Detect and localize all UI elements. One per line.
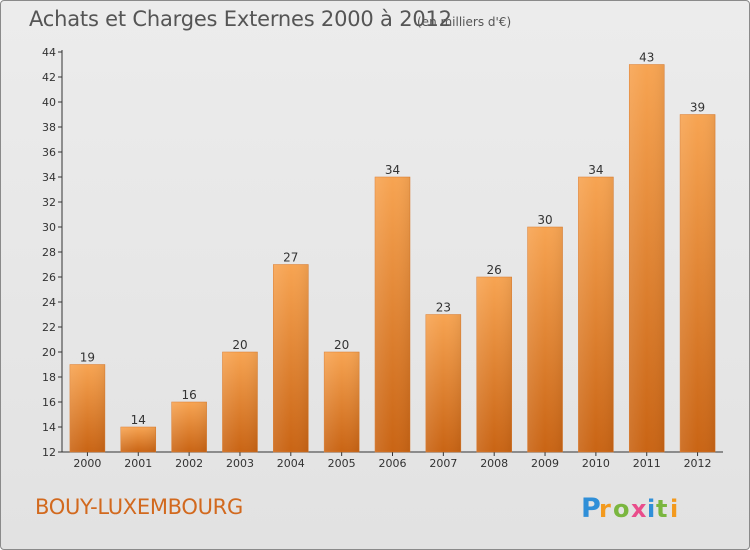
- x-tick-label-2006: 2006: [379, 457, 407, 470]
- svg-text:r: r: [599, 495, 611, 523]
- bar-shine-2007: [425, 314, 461, 452]
- svg-text:i: i: [670, 495, 678, 523]
- chart-title: Achats et Charges Externes 2000 à 2012: [29, 7, 452, 31]
- value-label-2002: 16: [181, 388, 196, 402]
- value-label-2000: 19: [80, 351, 95, 365]
- x-tick-label-2012: 2012: [684, 457, 712, 470]
- y-tick-label: 36: [42, 146, 56, 159]
- x-tick-label-2000: 2000: [73, 457, 101, 470]
- y-tick-label: 40: [42, 96, 56, 109]
- y-tick-label: 14: [42, 421, 56, 434]
- bar-shine-2009: [527, 227, 563, 452]
- commune-name: BOUY-LUXEMBOURG: [35, 495, 243, 519]
- value-label-2001: 14: [131, 413, 146, 427]
- y-tick-label: 30: [42, 221, 56, 234]
- bar-shine-2004: [273, 264, 309, 452]
- y-tick-label: 12: [42, 446, 56, 459]
- x-tick-label-2008: 2008: [480, 457, 508, 470]
- y-tick-label: 18: [42, 371, 56, 384]
- bar-shine-2003: [222, 352, 258, 452]
- y-tick-label: 20: [42, 346, 56, 359]
- chart-labels: 19 14 16 20 27 20 34 23 26 30 34 43 39: [80, 51, 705, 428]
- y-tick-label: 26: [42, 271, 56, 284]
- y-tick-label: 28: [42, 246, 56, 259]
- bar-shine-2001: [120, 427, 156, 452]
- svg-text:t: t: [656, 495, 667, 523]
- value-label-2007: 23: [436, 301, 451, 315]
- value-label-2010: 34: [588, 163, 603, 177]
- value-label-2006: 34: [385, 163, 400, 177]
- x-tick-label-2010: 2010: [582, 457, 610, 470]
- x-tick-label-2003: 2003: [226, 457, 254, 470]
- y-tick-label: 24: [42, 296, 56, 309]
- value-label-2005: 20: [334, 338, 349, 352]
- bar-shine-2006: [375, 177, 410, 452]
- y-tick-label: 44: [42, 46, 56, 59]
- y-tick-label: 34: [42, 171, 56, 184]
- value-label-2012: 39: [690, 101, 705, 115]
- bar-shine-2000: [69, 364, 105, 452]
- value-label-2009: 30: [537, 213, 552, 227]
- svg-text:P: P: [581, 493, 601, 524]
- svg-text:o: o: [613, 495, 630, 523]
- x-tick-label-2002: 2002: [175, 457, 203, 470]
- y-tick-label: 16: [42, 396, 56, 409]
- x-tick-label-2001: 2001: [124, 457, 152, 470]
- bar-shine-2011: [629, 64, 665, 452]
- y-tick-label: 32: [42, 196, 56, 209]
- value-label-2004: 27: [283, 251, 298, 265]
- bar-shine-2005: [324, 352, 360, 452]
- bar-shine-2012: [680, 114, 716, 452]
- x-tick-label-2004: 2004: [277, 457, 305, 470]
- svg-text:x: x: [631, 495, 647, 523]
- bar-shine-2008: [476, 277, 512, 452]
- x-tick-label-2005: 2005: [328, 457, 356, 470]
- y-tick-label: 38: [42, 121, 56, 134]
- x-tick-label-2007: 2007: [429, 457, 457, 470]
- x-tick-label-2009: 2009: [531, 457, 559, 470]
- y-tick-label: 42: [42, 71, 56, 84]
- bar-shine-2002: [171, 402, 207, 452]
- bar-shine-2010: [578, 177, 614, 452]
- x-tick-label-2011: 2011: [633, 457, 661, 470]
- chart-axes: 12 14 16 18 20 22 24 26 28 30 32 34 36 38 40 42 44 2000 20…: [42, 46, 723, 470]
- value-label-2011: 43: [639, 51, 654, 65]
- y-tick-label: 22: [42, 321, 56, 334]
- proxiti-logo: P r o x i t i: [581, 493, 678, 524]
- chart-unit: (en milliers d'€): [417, 15, 512, 29]
- svg-text:i: i: [647, 495, 655, 523]
- value-label-2003: 20: [232, 338, 247, 352]
- value-label-2008: 26: [487, 263, 502, 277]
- chart-bars: [69, 64, 716, 453]
